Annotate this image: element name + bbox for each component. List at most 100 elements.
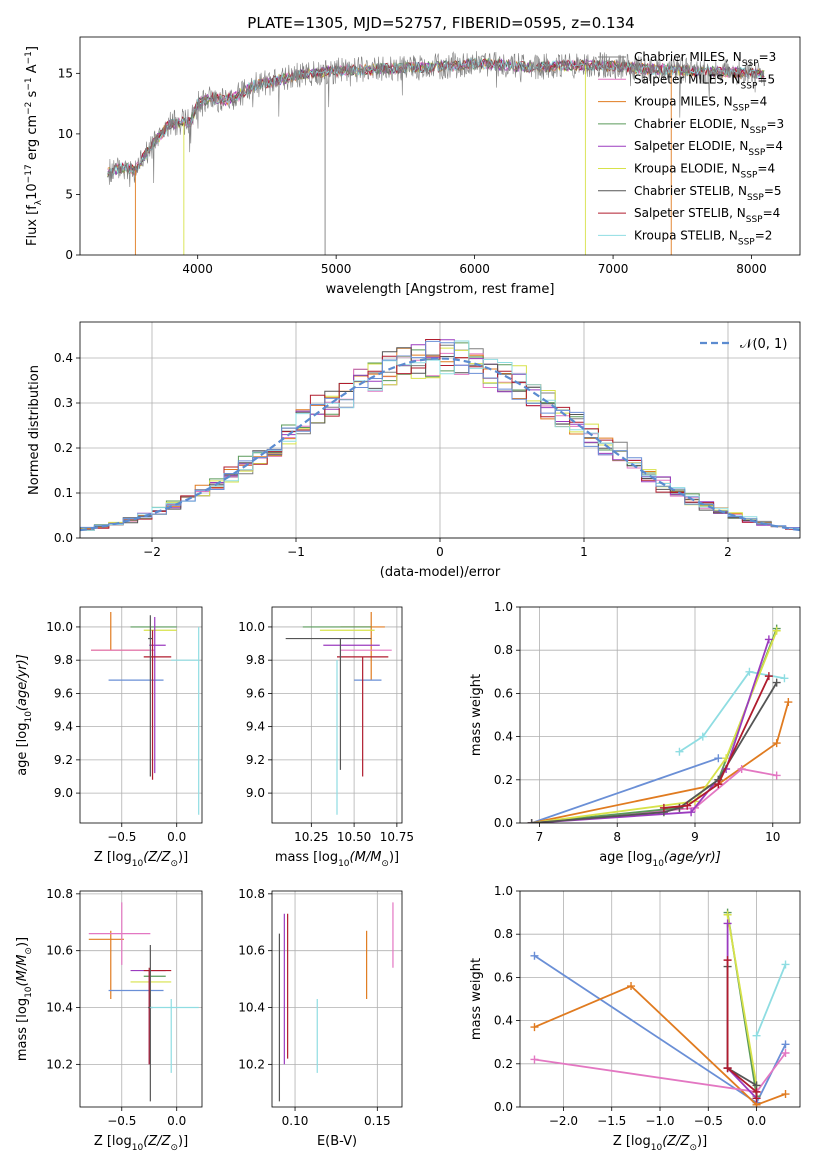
y-axis-label: age [log10(age/yr)] bbox=[15, 654, 34, 776]
y-tick-label: 0.3 bbox=[54, 396, 73, 410]
spectrum-panel: 4000 5000 6000 7000 8000 0 5 10 15 wavelength [An… bbox=[24, 36, 801, 297]
x-tick-label: 4000 bbox=[182, 262, 213, 276]
y-tick-label: 0.6 bbox=[494, 686, 513, 700]
x-tick-label: −0.5 bbox=[107, 830, 136, 844]
x-tick-label: −1.0 bbox=[645, 1114, 674, 1128]
y-tick-label: 10 bbox=[58, 127, 73, 141]
legend-label: Salpeter MILES, NSSP=5 bbox=[634, 72, 775, 91]
x-axis-label: Z [log10(Z/Z⊙)] bbox=[94, 1134, 188, 1153]
x-axis-label: age [log10(age/yr)] bbox=[599, 850, 721, 869]
weight-vs-age-panel: 7 8 9 10 0.0 0.2 0.4 0.6 0.8 1.0 age [log10(age/yr… bbox=[469, 600, 801, 869]
y-tick-label: 0.0 bbox=[494, 1100, 513, 1114]
x-tick-label: 1 bbox=[580, 545, 588, 559]
data-point bbox=[675, 747, 684, 756]
x-axis-label: E(B-V) bbox=[317, 1134, 357, 1149]
axes-frame bbox=[79, 321, 801, 539]
normal-curve bbox=[80, 357, 800, 532]
plot-area bbox=[107, 51, 766, 255]
x-tick-label: 10.50 bbox=[337, 830, 371, 844]
plot-area bbox=[530, 908, 790, 1107]
y-tick-label: 9.8 bbox=[246, 653, 265, 667]
y-tick-label: 10.2 bbox=[238, 1057, 265, 1071]
plot-area bbox=[285, 611, 392, 815]
data-point bbox=[530, 1023, 539, 1032]
y-tick-label: 9.0 bbox=[246, 786, 265, 800]
x-tick-label: 2 bbox=[724, 545, 732, 559]
x-tick-label: −2.0 bbox=[549, 1114, 578, 1128]
plot-area bbox=[88, 902, 199, 1102]
axes-frame bbox=[79, 606, 203, 824]
mass-vs-ebv-panel: 0.10 0.15 10.2 10.4 10.6 10.8 E(B-V) bbox=[238, 887, 403, 1149]
y-tick-label: 0.1 bbox=[54, 486, 73, 500]
weight-series-line bbox=[531, 682, 778, 823]
y-tick-label: 9.2 bbox=[246, 753, 265, 767]
weight-series-line bbox=[726, 914, 758, 1086]
data-point bbox=[752, 1094, 761, 1103]
axes-frame bbox=[519, 890, 801, 1108]
weight-series-line bbox=[534, 984, 786, 1106]
data-point bbox=[723, 910, 732, 919]
x-tick-label: 9 bbox=[691, 830, 699, 844]
data-point bbox=[737, 765, 746, 773]
axes-frame bbox=[271, 606, 403, 824]
weight-series-line bbox=[678, 670, 785, 753]
x-tick-label: 0 bbox=[436, 545, 444, 559]
data-point bbox=[714, 780, 723, 789]
axes-frame bbox=[79, 36, 801, 256]
x-tick-label: 0.0 bbox=[167, 1114, 186, 1128]
x-tick-label: −1.5 bbox=[597, 1114, 626, 1128]
weight-series-line bbox=[755, 964, 787, 1037]
weight-series-line bbox=[663, 675, 770, 809]
y-tick-label: 10.6 bbox=[238, 944, 265, 958]
y-tick-label: 1.0 bbox=[494, 884, 513, 898]
x-tick-label: 0.0 bbox=[747, 1114, 766, 1128]
y-tick-label: 0.2 bbox=[494, 773, 513, 787]
data-point bbox=[687, 808, 696, 817]
y-tick-label: 10.8 bbox=[238, 887, 265, 901]
data-point bbox=[781, 1090, 790, 1099]
data-point bbox=[745, 667, 754, 676]
legend-label: Salpeter STELIB, NSSP=4 bbox=[634, 206, 780, 225]
age-vs-mass-panel: 10.25 10.50 10.75 9.0 9.2 9.4 9.6 9.8 10.0 mass [… bbox=[238, 606, 414, 869]
x-tick-label: 10.25 bbox=[294, 830, 328, 844]
axes-frame bbox=[519, 606, 801, 824]
x-tick-label: −0.5 bbox=[694, 1114, 723, 1128]
y-axis-label: mass weight bbox=[469, 674, 484, 756]
y-tick-label: 5 bbox=[65, 187, 73, 201]
y-tick-label: 10.6 bbox=[46, 944, 73, 958]
legend-label: Chabrier STELIB, NSSP=5 bbox=[634, 184, 782, 203]
weight-vs-metallicity-panel: −2.0 −1.5 −1.0 −0.5 0.0 0.0 0.2 0.4 0.6 0.8 1.0 Z [… bbox=[469, 884, 801, 1153]
legend-label: Salpeter ELODIE, NSSP=4 bbox=[634, 139, 783, 158]
y-tick-label: 0 bbox=[65, 248, 73, 262]
y-axis-label: Normed distribution bbox=[27, 365, 42, 495]
x-tick-label: 7 bbox=[536, 830, 544, 844]
data-point bbox=[675, 803, 684, 812]
y-tick-label: 0.8 bbox=[494, 927, 513, 941]
y-tick-label: 10.4 bbox=[238, 1001, 265, 1015]
y-tick-label: 9.6 bbox=[246, 686, 265, 700]
data-point bbox=[772, 739, 781, 748]
weight-series-line bbox=[531, 639, 770, 823]
y-tick-label: 9.4 bbox=[54, 720, 73, 734]
y-tick-label: 1.0 bbox=[494, 600, 513, 614]
y-tick-label: 0.0 bbox=[494, 816, 513, 830]
axes-frame bbox=[79, 890, 203, 1108]
y-tick-label: 0.2 bbox=[54, 441, 73, 455]
x-tick-label: −1 bbox=[287, 545, 305, 559]
x-tick-label: 8000 bbox=[736, 262, 767, 276]
residual-histogram-panel: −2 −1 0 1 2 0.0 0.1 0.2 0.3 0.4 (data-model)/error… bbox=[27, 321, 801, 580]
x-tick-label: 10 bbox=[765, 830, 780, 844]
data-point bbox=[780, 674, 789, 683]
data-point bbox=[781, 1040, 790, 1049]
data-point bbox=[772, 678, 781, 687]
axes-frame bbox=[271, 890, 403, 1108]
y-tick-label: 0.4 bbox=[494, 730, 513, 744]
x-tick-label: 0.10 bbox=[282, 1114, 309, 1128]
data-point bbox=[723, 956, 732, 965]
data-point bbox=[781, 960, 790, 969]
x-tick-label: 0.0 bbox=[167, 830, 186, 844]
legend-label: Chabrier ELODIE, NSSP=3 bbox=[634, 117, 784, 136]
data-point bbox=[723, 1064, 732, 1073]
data-point bbox=[784, 698, 793, 707]
